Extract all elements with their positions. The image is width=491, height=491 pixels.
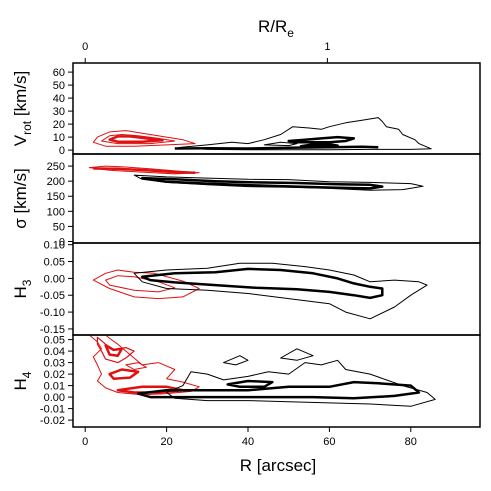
- h3-contour-2: [133, 262, 428, 320]
- h3-contour-3: [140, 267, 384, 300]
- vrot-ytick-label-1: 10: [53, 132, 65, 144]
- vrot-contours: [92, 117, 432, 151]
- sigma-ytick-label-3: 150: [47, 191, 65, 203]
- h4-ytick-label-2: 0.03: [44, 358, 65, 370]
- vrot-frame: [72, 62, 481, 155]
- h4-contour-4: [108, 368, 140, 380]
- h4-contour-5: [125, 362, 147, 370]
- vrot-ytick-label-2: 20: [53, 119, 65, 131]
- h3-ytick-label-3: -0.05: [40, 290, 65, 302]
- x-tick-label-4: 80: [405, 436, 417, 448]
- h3-y-ticks: 0.10 0.05 0.00 -0.05 -0.10 -0.15: [40, 240, 73, 336]
- panel-h3: 0.10 0.05 0.00 -0.05 -0.10 -0.15 H3: [11, 240, 481, 336]
- x-axis-label: R [arcsec]: [240, 456, 317, 475]
- sigma-ytick-label-2: 100: [47, 206, 65, 218]
- vrot-y-label: Vrot [km/s]: [11, 71, 34, 146]
- sigma-y-ticks: 0 50 100 150 200 250: [47, 161, 73, 248]
- h4-ytick-label-6: -0.01: [40, 404, 65, 416]
- vrot-contour-5: [174, 145, 379, 150]
- h4-ytick-label-5: 0.00: [44, 392, 65, 404]
- h4-ytick-label-4: 0.01: [44, 381, 65, 393]
- vrot-ytick-label-3: 30: [53, 106, 65, 118]
- h4-contour-2: [104, 344, 124, 357]
- h4-y-label: H4: [11, 371, 34, 390]
- h3-ytick-label-1: 0.05: [44, 257, 65, 269]
- vrot-contour-2: [108, 135, 164, 143]
- h4-contour-7: [136, 380, 421, 400]
- h4-frame: [72, 334, 481, 428]
- x-axis-title: R [arcsec]: [240, 456, 317, 475]
- h4-ytick-label-1: 0.04: [44, 346, 65, 358]
- top-tick-label-1: 1: [324, 41, 330, 53]
- h4-contour-8: [226, 379, 274, 389]
- h3-contour-0: [92, 269, 200, 300]
- sigma-contour-3: [140, 176, 384, 190]
- x-tick-label-2: 40: [242, 436, 254, 448]
- h4-contour-9: [223, 355, 249, 366]
- h3-ytick-label-0: 0.10: [44, 240, 65, 252]
- h4-ytick-label-0: 0.05: [44, 335, 65, 347]
- h4-contour-10: [280, 348, 314, 361]
- sigma-ytick-label-0: 0: [59, 236, 65, 248]
- x-tick-label-1: 20: [160, 436, 172, 448]
- vrot-contour-4: [287, 135, 356, 144]
- h3-ytick-label-2: 0.00: [44, 273, 65, 285]
- vrot-ytick-label-6: 60: [53, 67, 65, 79]
- h3-ytick-label-5: -0.15: [40, 324, 65, 336]
- x-tick-label-3: 60: [323, 436, 335, 448]
- sigma-ytick-label-4: 200: [47, 176, 65, 188]
- vrot-contour-0: [92, 130, 196, 147]
- x-tick-label-0: 0: [82, 436, 88, 448]
- sigma-contours: [88, 165, 424, 191]
- panel-h4: 0.050.040.030.020.010.00-0.01-0.02 H4: [11, 334, 481, 428]
- top-axis-label: R/Re: [258, 17, 294, 40]
- h4-ytick-label-7: -0.02: [40, 415, 65, 427]
- top-tick-label-0: 0: [82, 41, 88, 53]
- sigma-contour-1: [93, 167, 196, 174]
- sigma-ytick-label-1: 50: [53, 221, 65, 233]
- top-axis-title: R/Re: [258, 17, 294, 40]
- bottom-axis: 0 20 40 60 80: [82, 427, 417, 448]
- sigma-ytick-label-5: 250: [47, 161, 65, 173]
- h4-contours: [88, 335, 436, 407]
- vrot-ytick-label-4: 40: [53, 93, 65, 105]
- panel-sigma: 0 50 100 150 200 250 σ [km/s]: [11, 153, 481, 248]
- h3-contour-1: [105, 275, 176, 293]
- vrot-contour-6: [299, 143, 339, 148]
- h4-contour-6: [166, 359, 436, 407]
- h4-ytick-label-3: 0.02: [44, 369, 65, 381]
- vrot-ytick-label-0: 0: [59, 145, 65, 157]
- vrot-contour-7: [263, 141, 298, 147]
- vrot-ytick-label-5: 50: [53, 80, 65, 92]
- h3-ytick-label-4: -0.10: [40, 307, 65, 319]
- vrot-contour-1: [101, 134, 176, 145]
- vrot-contour-3: [178, 117, 432, 151]
- h3-y-label: H3: [11, 279, 34, 298]
- h3-contours: [92, 262, 428, 320]
- sigma-y-label: σ [km/s]: [11, 168, 30, 229]
- h4-y-ticks: 0.050.040.030.020.010.00-0.01-0.02: [40, 335, 73, 427]
